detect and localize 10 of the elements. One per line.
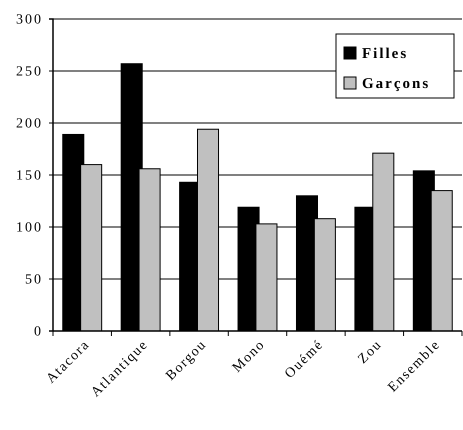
y-tick-label: 150 <box>16 168 43 184</box>
y-tick-label: 250 <box>16 64 43 80</box>
y-tick-label: 300 <box>16 12 43 28</box>
y-tick-label: 0 <box>34 324 43 340</box>
x-tick-label: Zou <box>355 337 386 367</box>
legend-label: Garçons <box>362 76 430 92</box>
y-tick-label: 50 <box>25 272 43 288</box>
legend-label: Filles <box>362 46 408 62</box>
y-tick-label: 100 <box>16 220 43 236</box>
y-tick-label: 200 <box>16 116 43 132</box>
